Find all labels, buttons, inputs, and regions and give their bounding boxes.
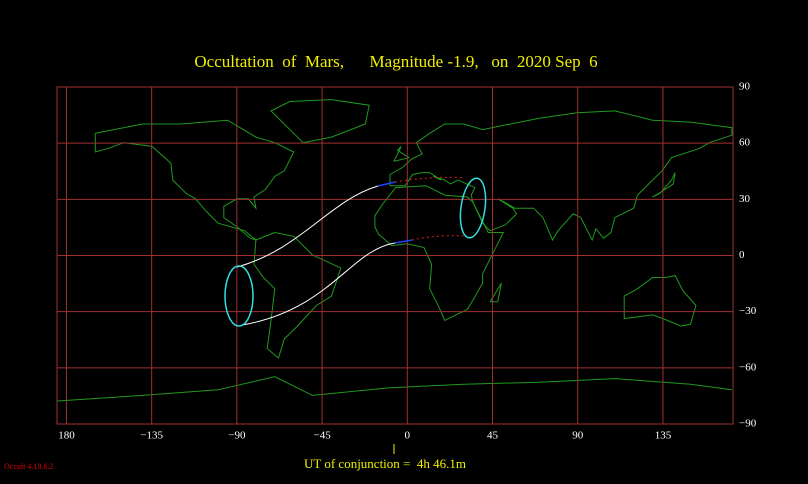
x-tick-label: −90 (228, 430, 246, 442)
north-limit (236, 185, 379, 268)
coastline (270, 99, 370, 144)
conjunction-label: UT of conjunction = 4h 46.1m (304, 456, 466, 471)
rise-set-curve (224, 265, 254, 327)
coastline (389, 110, 733, 242)
south-limit (241, 242, 396, 326)
north-limit-daylight (377, 181, 396, 187)
coastline (623, 275, 697, 327)
coastline (94, 119, 295, 241)
coastline (374, 185, 505, 322)
rise-set-curve (459, 177, 487, 239)
south-limit-daylight (394, 239, 413, 244)
y-tick-label: 90 (739, 81, 751, 93)
coastlines (57, 99, 733, 402)
x-tick-label: −135 (140, 430, 163, 442)
y-tick-label: −90 (739, 418, 757, 430)
coastline (57, 376, 732, 402)
coastline (253, 231, 342, 359)
x-tick-label: 135 (655, 430, 672, 442)
north-limit-hidden (394, 176, 466, 183)
x-tick-label: −45 (313, 430, 331, 442)
y-tick-label: 60 (739, 137, 751, 149)
coastline (652, 172, 676, 198)
x-tick-label: 0 (405, 430, 411, 442)
x-tick-label: 45 (487, 430, 499, 442)
y-tick-label: 30 (739, 193, 751, 205)
occultation-paths (224, 176, 487, 327)
y-tick-label: −60 (739, 361, 757, 373)
x-tick-label: 180 (58, 430, 75, 442)
x-tick-label: 90 (572, 430, 584, 442)
y-tick-label: −30 (739, 305, 757, 317)
coastline (489, 282, 502, 303)
version-label: Occult 4.10.6.2 (4, 462, 53, 471)
coastline (393, 146, 411, 162)
grid (56, 86, 734, 425)
y-tick-label: 0 (739, 249, 745, 261)
title: Occultation of Mars, Magnitude -1.9, on … (194, 52, 597, 71)
